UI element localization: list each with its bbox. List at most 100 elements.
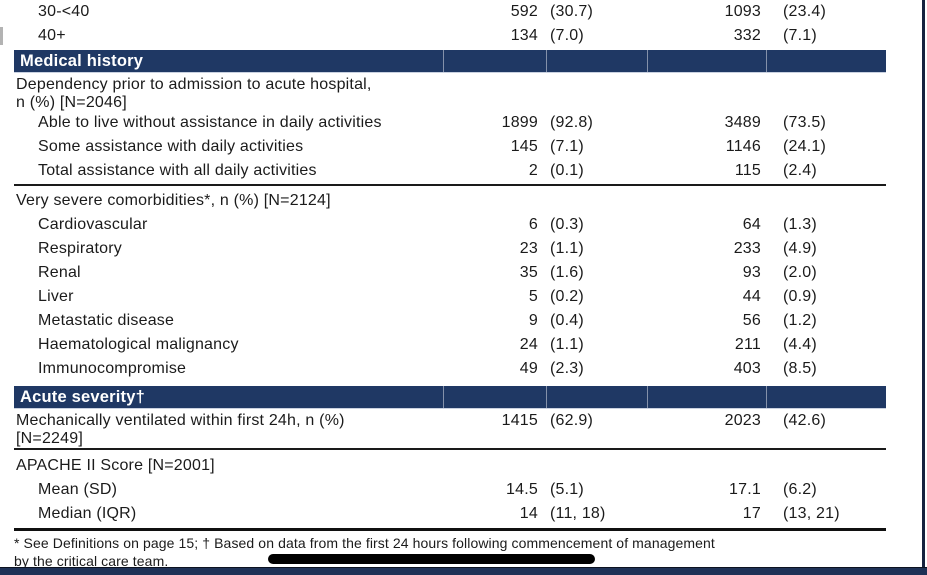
- cell-group2-pct: (8.5): [783, 360, 817, 377]
- left-edge-artifact: [0, 27, 3, 45]
- cell-group1-n: 49: [519, 360, 538, 377]
- cell-group1-pct: (7.1): [550, 138, 584, 155]
- column-separator: [546, 386, 547, 408]
- cell-group1-pct: (0.2): [550, 288, 584, 305]
- horizontal-rule: [14, 184, 886, 186]
- cell-group2-n: 17: [742, 505, 761, 522]
- table-row: Able to live without assistance in daily…: [14, 111, 886, 135]
- row-label: Mean (SD): [38, 481, 118, 498]
- row-label: Mechanically ventilated within first 24h…: [14, 409, 443, 448]
- column-separator: [546, 50, 547, 72]
- row-label-line1: Mechanically ventilated within first 24h…: [16, 412, 345, 429]
- table-row: Some assistance with daily activities 14…: [14, 135, 886, 159]
- cell-group2-pct: (2.4): [783, 162, 817, 179]
- table-row: Mean (SD) 14.5 (5.1) 17.1 (6.2): [14, 478, 886, 502]
- cell-group2-n: 56: [742, 312, 761, 329]
- footnote-line1: * See Definitions on page 15; † Based on…: [14, 535, 715, 551]
- cell-group1-pct: (0.1): [550, 162, 584, 179]
- row-label: Liver: [38, 288, 74, 305]
- row-label-line2: n (%) [N=2046]: [16, 94, 127, 111]
- cell-group2-pct: (73.5): [783, 114, 826, 131]
- table-row: Median (IQR) 14 (11, 18) 17 (13, 21): [14, 502, 886, 526]
- cell-group2-n: 64: [742, 216, 761, 233]
- cell-group1-n: 9: [528, 312, 538, 329]
- cell-group1-pct: (11, 18): [550, 505, 606, 522]
- cell-group2-pct: (7.1): [783, 27, 817, 44]
- row-label: Haematological malignancy: [38, 336, 239, 353]
- cell-group1-n: [443, 73, 546, 76]
- cell-group1-n: 23: [519, 240, 538, 257]
- cell-group2-n: 211: [734, 336, 761, 353]
- column-separator: [766, 386, 767, 408]
- cell-group1-pct: (5.1): [550, 481, 584, 498]
- table-row: Total assistance with all daily activiti…: [14, 159, 886, 183]
- cell-group1-n: 14.5: [506, 481, 538, 498]
- table-row: Mechanically ventilated within first 24h…: [14, 409, 886, 447]
- footnote: * See Definitions on page 15; † Based on…: [14, 534, 886, 570]
- cell-group2-pct: (42.6): [783, 412, 826, 429]
- row-label: Median (IQR): [38, 505, 137, 522]
- table-row: Metastatic disease 9 (0.4) 56 (1.2): [14, 309, 886, 333]
- cell-group1-n: 2: [528, 162, 538, 179]
- cell-group1-n: 145: [510, 138, 538, 155]
- horizontal-rule: [14, 448, 886, 450]
- row-label: 30-<40: [38, 3, 90, 20]
- row-label: Able to live without assistance in daily…: [38, 114, 382, 131]
- section-header-label: Medical history: [20, 51, 144, 70]
- column-separator: [647, 50, 648, 72]
- cell-group2-n: 3489: [724, 114, 761, 131]
- row-label: Respiratory: [38, 240, 123, 257]
- column-separator: [766, 50, 767, 72]
- cell-group1-n: 1899: [501, 114, 538, 131]
- table-row: Dependency prior to admission to acute h…: [14, 73, 886, 111]
- cell-group1-pct: [546, 73, 647, 76]
- cell-group1-pct: (0.4): [550, 312, 584, 329]
- cell-group2-pct: (6.2): [783, 481, 817, 498]
- table-row: Very severe comorbidities*, n (%) [N=212…: [14, 189, 886, 213]
- row-label: Dependency prior to admission to acute h…: [14, 73, 443, 112]
- cell-group2-n: 115: [734, 162, 761, 179]
- cell-group2-n: 1146: [725, 138, 761, 155]
- row-label: Very severe comorbidities*, n (%) [N=212…: [16, 192, 331, 209]
- cell-group1-n: 14: [519, 505, 538, 522]
- cell-group1-pct: (1.1): [550, 240, 584, 257]
- page-right-border: [922, 0, 925, 575]
- cell-group2-pct: [766, 73, 886, 76]
- footnote-line2: by the critical care team.: [14, 553, 169, 569]
- row-label: Metastatic disease: [38, 312, 175, 329]
- cell-group1-pct: (2.3): [550, 360, 584, 377]
- cell-group1-pct: (7.0): [550, 27, 584, 44]
- row-label: Immunocompromise: [38, 360, 187, 377]
- cell-group2-pct: (4.4): [783, 336, 817, 353]
- column-separator: [443, 386, 444, 408]
- cell-group1-n: 24: [519, 336, 538, 353]
- cell-group1-n: 1415: [501, 412, 538, 429]
- table-row: 40+ 134 (7.0) 332 (7.1): [14, 24, 886, 48]
- table-row: Cardiovascular 6 (0.3) 64 (1.3): [14, 213, 886, 237]
- cell-group1-n: 134: [510, 27, 538, 44]
- cell-group2-n: 44: [742, 288, 761, 305]
- row-label-line2: [N=2249]: [16, 430, 83, 447]
- cell-group2-pct: (23.4): [783, 3, 826, 20]
- cell-group2-n: 1093: [724, 3, 761, 20]
- row-label: 40+: [38, 27, 66, 44]
- cell-group1-pct: (92.8): [550, 114, 593, 131]
- cell-group1-n: 5: [528, 288, 538, 305]
- row-label: APACHE II Score [N=2001]: [16, 456, 215, 474]
- redaction-bar: [268, 554, 595, 564]
- cell-group1-pct: (30.7): [550, 3, 593, 20]
- cell-group1-pct: (1.1): [550, 336, 584, 353]
- row-label: Renal: [38, 264, 81, 281]
- table-row: Liver 5 (0.2) 44 (0.9): [14, 285, 886, 309]
- cell-group1-n: 35: [519, 264, 538, 281]
- row-label-line1: Dependency prior to admission to acute h…: [16, 76, 372, 93]
- cell-group2-n: 17.1: [729, 481, 761, 498]
- table-row: APACHE II Score [N=2001]: [14, 453, 886, 478]
- cell-group2-pct: (2.0): [783, 264, 817, 281]
- section-header-acute-severity: Acute severity†: [14, 386, 886, 409]
- cell-group2-pct: (1.2): [783, 312, 817, 329]
- cell-group2-pct: (24.1): [783, 138, 826, 155]
- row-label: Total assistance with all daily activiti…: [38, 162, 317, 179]
- cell-group2-n: 403: [733, 360, 761, 377]
